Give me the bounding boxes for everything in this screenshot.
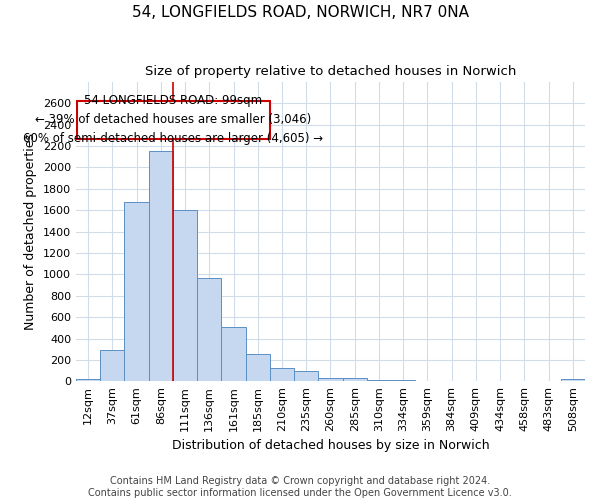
Bar [245, 354, 270, 382]
Title: Size of property relative to detached houses in Norwich: Size of property relative to detached ho… [145, 65, 516, 78]
Bar [440, 381, 464, 382]
Bar [76, 378, 100, 382]
Bar [100, 350, 124, 382]
Bar [294, 370, 319, 382]
Bar [488, 381, 512, 382]
Bar [221, 327, 245, 382]
Bar [149, 152, 173, 382]
Bar [415, 381, 440, 382]
Text: Contains HM Land Registry data © Crown copyright and database right 2024.
Contai: Contains HM Land Registry data © Crown c… [88, 476, 512, 498]
Bar [512, 381, 536, 382]
Bar [391, 380, 415, 382]
Bar [464, 381, 488, 382]
Bar [173, 210, 197, 382]
Bar [197, 278, 221, 382]
Y-axis label: Number of detached properties: Number of detached properties [24, 133, 37, 330]
Text: 54 LONGFIELDS ROAD: 99sqm
← 39% of detached houses are smaller (3,046)
60% of se: 54 LONGFIELDS ROAD: 99sqm ← 39% of detac… [23, 94, 323, 146]
Bar [319, 378, 343, 382]
Bar [343, 378, 367, 382]
Bar [561, 379, 585, 382]
FancyBboxPatch shape [77, 101, 270, 138]
Text: 54, LONGFIELDS ROAD, NORWICH, NR7 0NA: 54, LONGFIELDS ROAD, NORWICH, NR7 0NA [131, 5, 469, 20]
Bar [124, 202, 149, 382]
Bar [367, 380, 391, 382]
Bar [536, 381, 561, 382]
Bar [270, 368, 294, 382]
X-axis label: Distribution of detached houses by size in Norwich: Distribution of detached houses by size … [172, 440, 489, 452]
